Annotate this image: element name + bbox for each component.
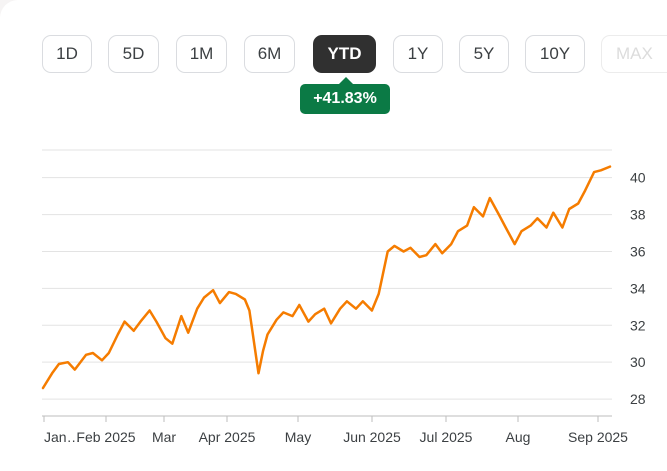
y-tick-label: 34 xyxy=(630,280,646,296)
x-tick-label: Aug xyxy=(506,429,531,445)
range-button-1d[interactable]: 1D xyxy=(42,35,92,73)
range-selector: 1D 5D 1M 6M YTD 1Y 5Y 10Y MAX xyxy=(0,0,667,80)
y-tick-label: 38 xyxy=(630,207,646,223)
range-button-10y[interactable]: 10Y xyxy=(525,35,585,73)
x-tick-label: May xyxy=(285,429,311,445)
range-button-5d[interactable]: 5D xyxy=(108,35,159,73)
change-badge: +41.83% xyxy=(300,77,390,114)
x-tick-label: Feb 2025 xyxy=(76,429,135,445)
y-tick-label: 28 xyxy=(630,391,646,407)
x-tick-label: Sep 2025 xyxy=(568,429,628,445)
range-button-1y[interactable]: 1Y xyxy=(393,35,443,73)
y-tick-label: 40 xyxy=(630,170,646,186)
x-tick-label: Jun 2025 xyxy=(343,429,401,445)
range-button-ytd[interactable]: YTD xyxy=(313,35,376,73)
x-tick-label: Apr 2025 xyxy=(199,429,256,445)
y-tick-label: 30 xyxy=(630,354,646,370)
x-tick-label: Mar xyxy=(152,429,176,445)
x-tick-label: Jul 2025 xyxy=(420,429,473,445)
range-button-6m[interactable]: 6M xyxy=(244,35,295,73)
range-button-5y[interactable]: 5Y xyxy=(459,35,509,73)
range-button-max[interactable]: MAX xyxy=(601,35,667,73)
range-button-1m[interactable]: 1M xyxy=(176,35,227,73)
x-tick-label: Jan… xyxy=(44,429,81,445)
y-tick-label: 36 xyxy=(630,243,646,259)
y-tick-label: 32 xyxy=(630,317,646,333)
series-line xyxy=(41,165,612,390)
